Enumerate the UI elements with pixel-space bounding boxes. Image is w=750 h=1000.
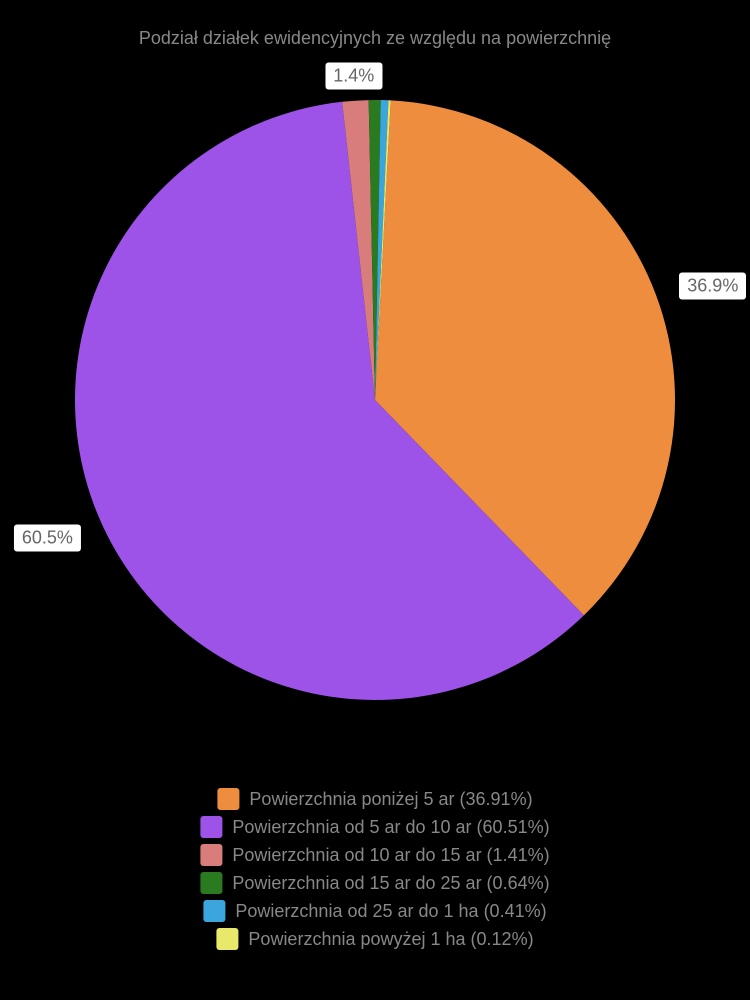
legend-label: Powierzchnia od 5 ar do 10 ar (60.51%) bbox=[232, 817, 549, 838]
legend-swatch bbox=[200, 844, 222, 866]
legend-item: Powierzchnia powyżej 1 ha (0.12%) bbox=[216, 928, 533, 950]
legend-item: Powierzchnia od 15 ar do 25 ar (0.64%) bbox=[200, 872, 549, 894]
legend-swatch bbox=[200, 872, 222, 894]
pie-chart: 36.9%60.5%1.4% bbox=[55, 80, 695, 720]
chart-title: Podział działek ewidencyjnych ze względu… bbox=[0, 0, 750, 49]
legend-label: Powierzchnia od 25 ar do 1 ha (0.41%) bbox=[235, 901, 546, 922]
slice-label: 36.9% bbox=[679, 272, 746, 299]
legend-swatch bbox=[216, 928, 238, 950]
chart-container: Podział działek ewidencyjnych ze względu… bbox=[0, 0, 750, 1000]
legend-item: Powierzchnia od 5 ar do 10 ar (60.51%) bbox=[200, 816, 549, 838]
legend-label: Powierzchnia od 15 ar do 25 ar (0.64%) bbox=[232, 873, 549, 894]
legend-item: Powierzchnia poniżej 5 ar (36.91%) bbox=[217, 788, 532, 810]
legend-item: Powierzchnia od 25 ar do 1 ha (0.41%) bbox=[203, 900, 546, 922]
pie-svg bbox=[55, 80, 695, 720]
legend-swatch bbox=[217, 788, 239, 810]
legend-swatch bbox=[203, 900, 225, 922]
slice-label: 60.5% bbox=[14, 525, 81, 552]
legend-label: Powierzchnia poniżej 5 ar (36.91%) bbox=[249, 789, 532, 810]
legend: Powierzchnia poniżej 5 ar (36.91%) Powier… bbox=[200, 788, 549, 950]
legend-label: Powierzchnia od 10 ar do 15 ar (1.41%) bbox=[232, 845, 549, 866]
legend-swatch bbox=[200, 816, 222, 838]
slice-label: 1.4% bbox=[325, 62, 382, 89]
legend-label: Powierzchnia powyżej 1 ha (0.12%) bbox=[248, 929, 533, 950]
legend-item: Powierzchnia od 10 ar do 15 ar (1.41%) bbox=[200, 844, 549, 866]
